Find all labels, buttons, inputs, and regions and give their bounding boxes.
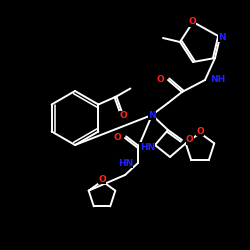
Text: O: O (120, 111, 127, 120)
Text: HN: HN (140, 142, 155, 152)
Text: O: O (156, 76, 164, 84)
Text: O: O (98, 174, 106, 184)
Text: NH: NH (210, 76, 225, 84)
Text: HN: HN (118, 158, 133, 168)
Text: O: O (196, 126, 204, 136)
Text: O: O (186, 136, 194, 144)
Text: O: O (113, 134, 121, 142)
Text: N: N (148, 110, 156, 120)
Text: O: O (188, 18, 196, 26)
Text: N: N (218, 32, 226, 42)
